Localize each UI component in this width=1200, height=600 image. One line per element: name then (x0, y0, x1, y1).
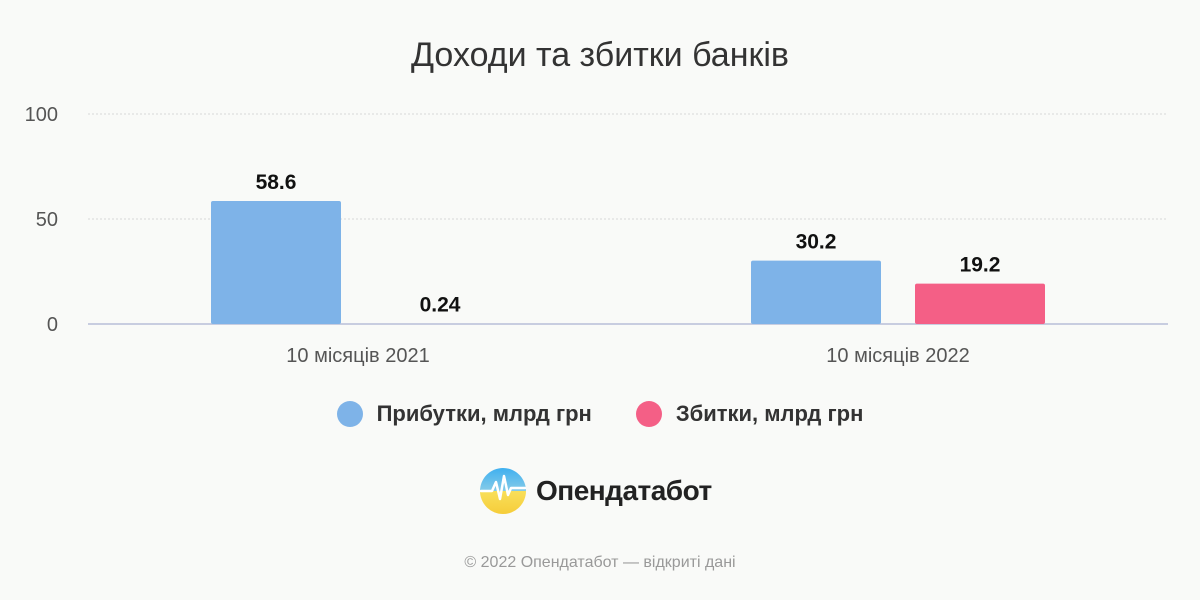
brand-logo: Опендатабот (478, 466, 712, 516)
legend-item-profits[interactable]: Прибутки, млрд грн (336, 401, 592, 427)
footer-copyright: © 2022 Опендатабот — відкриті дані (464, 554, 736, 571)
y-tick-label: 0 (47, 314, 58, 336)
legend-label-profits: Прибутки, млрд грн (376, 401, 592, 426)
chart-title: Доходи та збитки банків (411, 36, 789, 74)
chart-legend: Прибутки, млрд грн Збитки, млрд грн (0, 401, 1200, 427)
legend-label-losses: Збитки, млрд грн (675, 401, 864, 426)
opendatabot-logo-icon (479, 468, 527, 514)
bar-profits (751, 260, 881, 324)
bar-losses (915, 283, 1045, 324)
y-tick-label: 100 (25, 104, 58, 126)
brand-name: Опендатабот (536, 475, 712, 506)
x-category-label: 10 місяців 2021 (286, 345, 429, 367)
data-label: 58.6 (256, 171, 297, 194)
x-category-label: 10 місяців 2022 (826, 345, 969, 367)
data-label: 30.2 (796, 231, 837, 254)
bar-profits (211, 200, 341, 324)
legend-item-losses[interactable]: Збитки, млрд грн (635, 401, 864, 427)
y-tick-label: 50 (36, 209, 58, 231)
legend-swatch-profits (336, 401, 363, 427)
legend-swatch-losses (635, 401, 662, 427)
bar-chart: 0 50 100 58.6 0.24 10 місяців 2021 30.2 19.2 10 … (25, 104, 1168, 367)
data-label: 0.24 (420, 293, 461, 316)
data-label: 19.2 (960, 254, 1001, 277)
